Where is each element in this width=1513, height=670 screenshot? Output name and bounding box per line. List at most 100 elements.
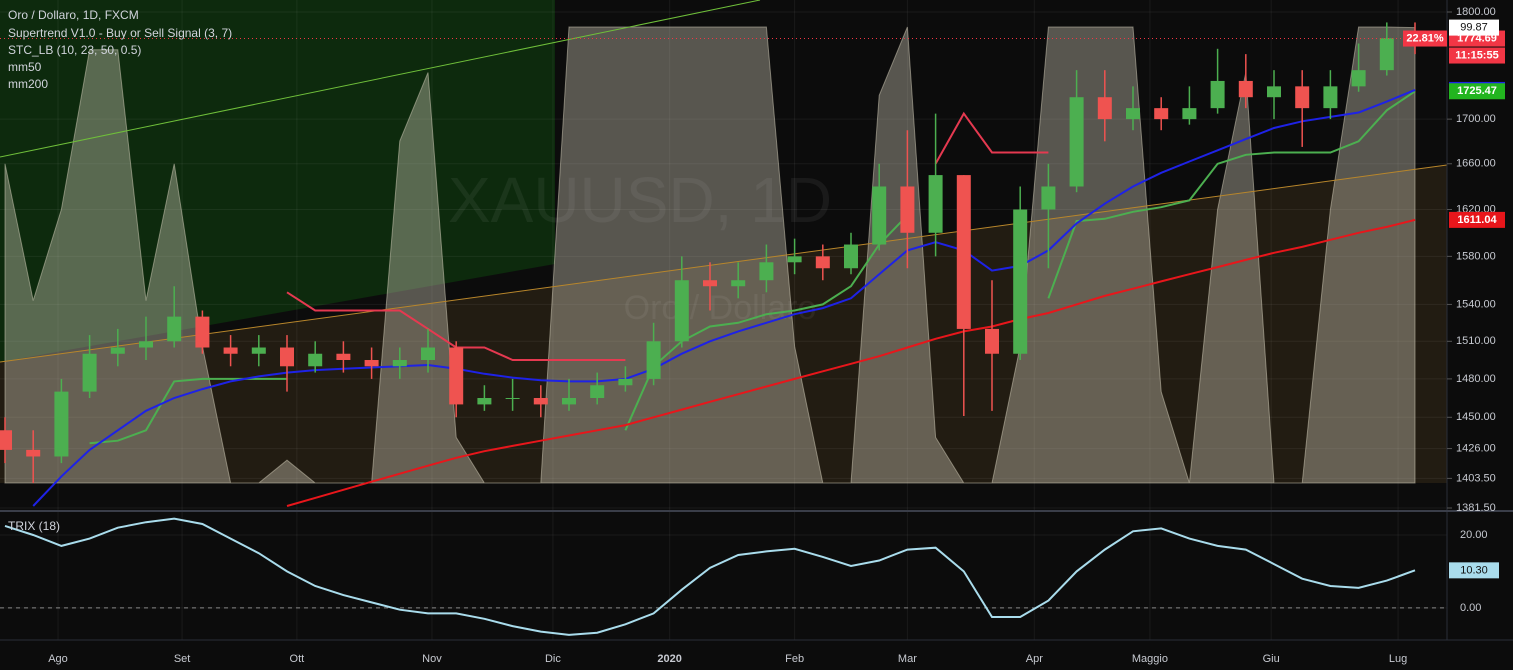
pane-title: TRIX (18) — [8, 519, 60, 533]
y-tick-label: 1480.00 — [1456, 373, 1496, 385]
candle-body — [1013, 209, 1028, 354]
candle-body — [703, 280, 717, 287]
candle-body — [1126, 108, 1140, 120]
x-tick-label: Lug — [1389, 653, 1407, 665]
series-line — [32, 88, 1416, 507]
candle-body — [26, 449, 41, 457]
candle-body — [1295, 86, 1310, 109]
trend-line — [0, 164, 1448, 363]
legend-entry: Supertrend V1.0 - Buy or Sell Signal (3,… — [8, 26, 232, 40]
change-label: 22.81% — [1406, 32, 1444, 44]
stc-last-box — [1449, 19, 1499, 36]
candle-body — [336, 353, 351, 361]
x-tick-label: Maggio — [1132, 653, 1168, 665]
candle-body — [139, 341, 153, 348]
candle-body — [844, 244, 858, 269]
candle-body — [900, 186, 915, 233]
candle-body — [364, 360, 379, 367]
last-value-box — [1449, 211, 1505, 228]
x-tick-label: Nov — [422, 653, 442, 665]
watermark: Oro / Dollaro — [624, 289, 817, 327]
candle-body — [1069, 97, 1084, 187]
candle-body — [815, 256, 830, 269]
y-tick-label: 1700.00 — [1456, 113, 1496, 125]
y-tick-label: 1800.00 — [1456, 6, 1496, 18]
candle-body — [0, 430, 12, 450]
stc-last-label: 99.87 — [1460, 21, 1488, 33]
candle-body — [759, 262, 774, 281]
y-tick-label: 1510.00 — [1456, 335, 1496, 347]
trend-lines — [0, 0, 1448, 363]
candle-body — [308, 353, 323, 367]
candle-body — [1351, 70, 1366, 87]
candle-body — [1267, 86, 1281, 98]
candle-body — [1323, 86, 1338, 109]
candle-body — [449, 347, 464, 405]
countdown: 11:15:55 — [1455, 49, 1498, 61]
series-line — [89, 90, 1416, 445]
candle-body — [1097, 97, 1112, 120]
candle-body — [1238, 80, 1253, 98]
stc-layer — [4, 26, 1416, 484]
candle-body — [1182, 108, 1197, 120]
x-tick-label: Dic — [545, 653, 561, 665]
candle-body — [928, 175, 943, 233]
axes-layer: 1800.001700.001660.001620.001580.001540.… — [48, 6, 1505, 665]
x-tick-label: Ott — [290, 653, 305, 665]
series-line — [286, 218, 1416, 507]
y-tick-label: 20.00 — [1460, 529, 1488, 541]
last-value-box — [1449, 562, 1499, 579]
candle-body — [1210, 80, 1225, 109]
candle-body — [110, 347, 125, 354]
candle-body — [54, 391, 69, 457]
y-tick-label: 1450.00 — [1456, 411, 1496, 423]
candle-body — [82, 353, 97, 392]
x-tick-label: Mar — [898, 653, 917, 665]
y-tick-label: 1426.00 — [1456, 442, 1496, 454]
candle-body — [223, 347, 238, 354]
candle-body — [167, 316, 182, 342]
last-value-label: 1725.47 — [1457, 85, 1497, 97]
candle-body — [421, 347, 435, 361]
price-axis-bg — [1447, 0, 1513, 670]
trix-line — [4, 517, 1416, 636]
legend-entry: mm50 — [8, 60, 42, 74]
countdown-box — [1449, 47, 1505, 64]
last-value-label: 1611.04 — [1457, 214, 1497, 226]
x-tick-label: Feb — [785, 653, 804, 665]
candle-body — [731, 280, 746, 287]
candle-body — [787, 256, 802, 263]
candle-body — [646, 341, 661, 379]
stc-area — [4, 26, 1416, 484]
candle-body — [618, 378, 633, 386]
candle-body — [562, 397, 576, 405]
candle-body — [1379, 38, 1394, 71]
y-tick-label: 1381.50 — [1456, 502, 1496, 514]
last-value-label: 10.30 — [1460, 564, 1488, 576]
last-value-box — [1449, 83, 1505, 100]
y-tick-label: 1403.50 — [1456, 472, 1496, 484]
candle-body — [280, 347, 294, 367]
legend-entry: mm200 — [8, 77, 48, 91]
x-tick-label: Giu — [1263, 653, 1280, 665]
y-tick-label: 1580.00 — [1456, 250, 1496, 262]
candle-body — [251, 347, 266, 354]
candle-body — [505, 397, 520, 399]
x-tick-label: 2020 — [657, 653, 681, 665]
watermark: XAUUSD, 1D — [448, 164, 832, 236]
candle-body — [1041, 186, 1056, 210]
green-zone — [0, 0, 555, 362]
legend-entry: STC_LB (10, 23, 50, 0.5) — [8, 43, 141, 57]
candle-body — [533, 397, 548, 405]
candle-body — [872, 186, 887, 245]
x-tick-label: Apr — [1026, 653, 1043, 665]
grid-layer — [0, 0, 1447, 640]
y-tick-label: 0.00 — [1460, 602, 1481, 614]
x-tick-label: Ago — [48, 653, 68, 665]
y-tick-label: 1660.00 — [1456, 158, 1496, 170]
x-tick-label: Set — [174, 653, 191, 665]
y-tick-label: 1540.00 — [1456, 298, 1496, 310]
candle-body — [956, 175, 971, 329]
